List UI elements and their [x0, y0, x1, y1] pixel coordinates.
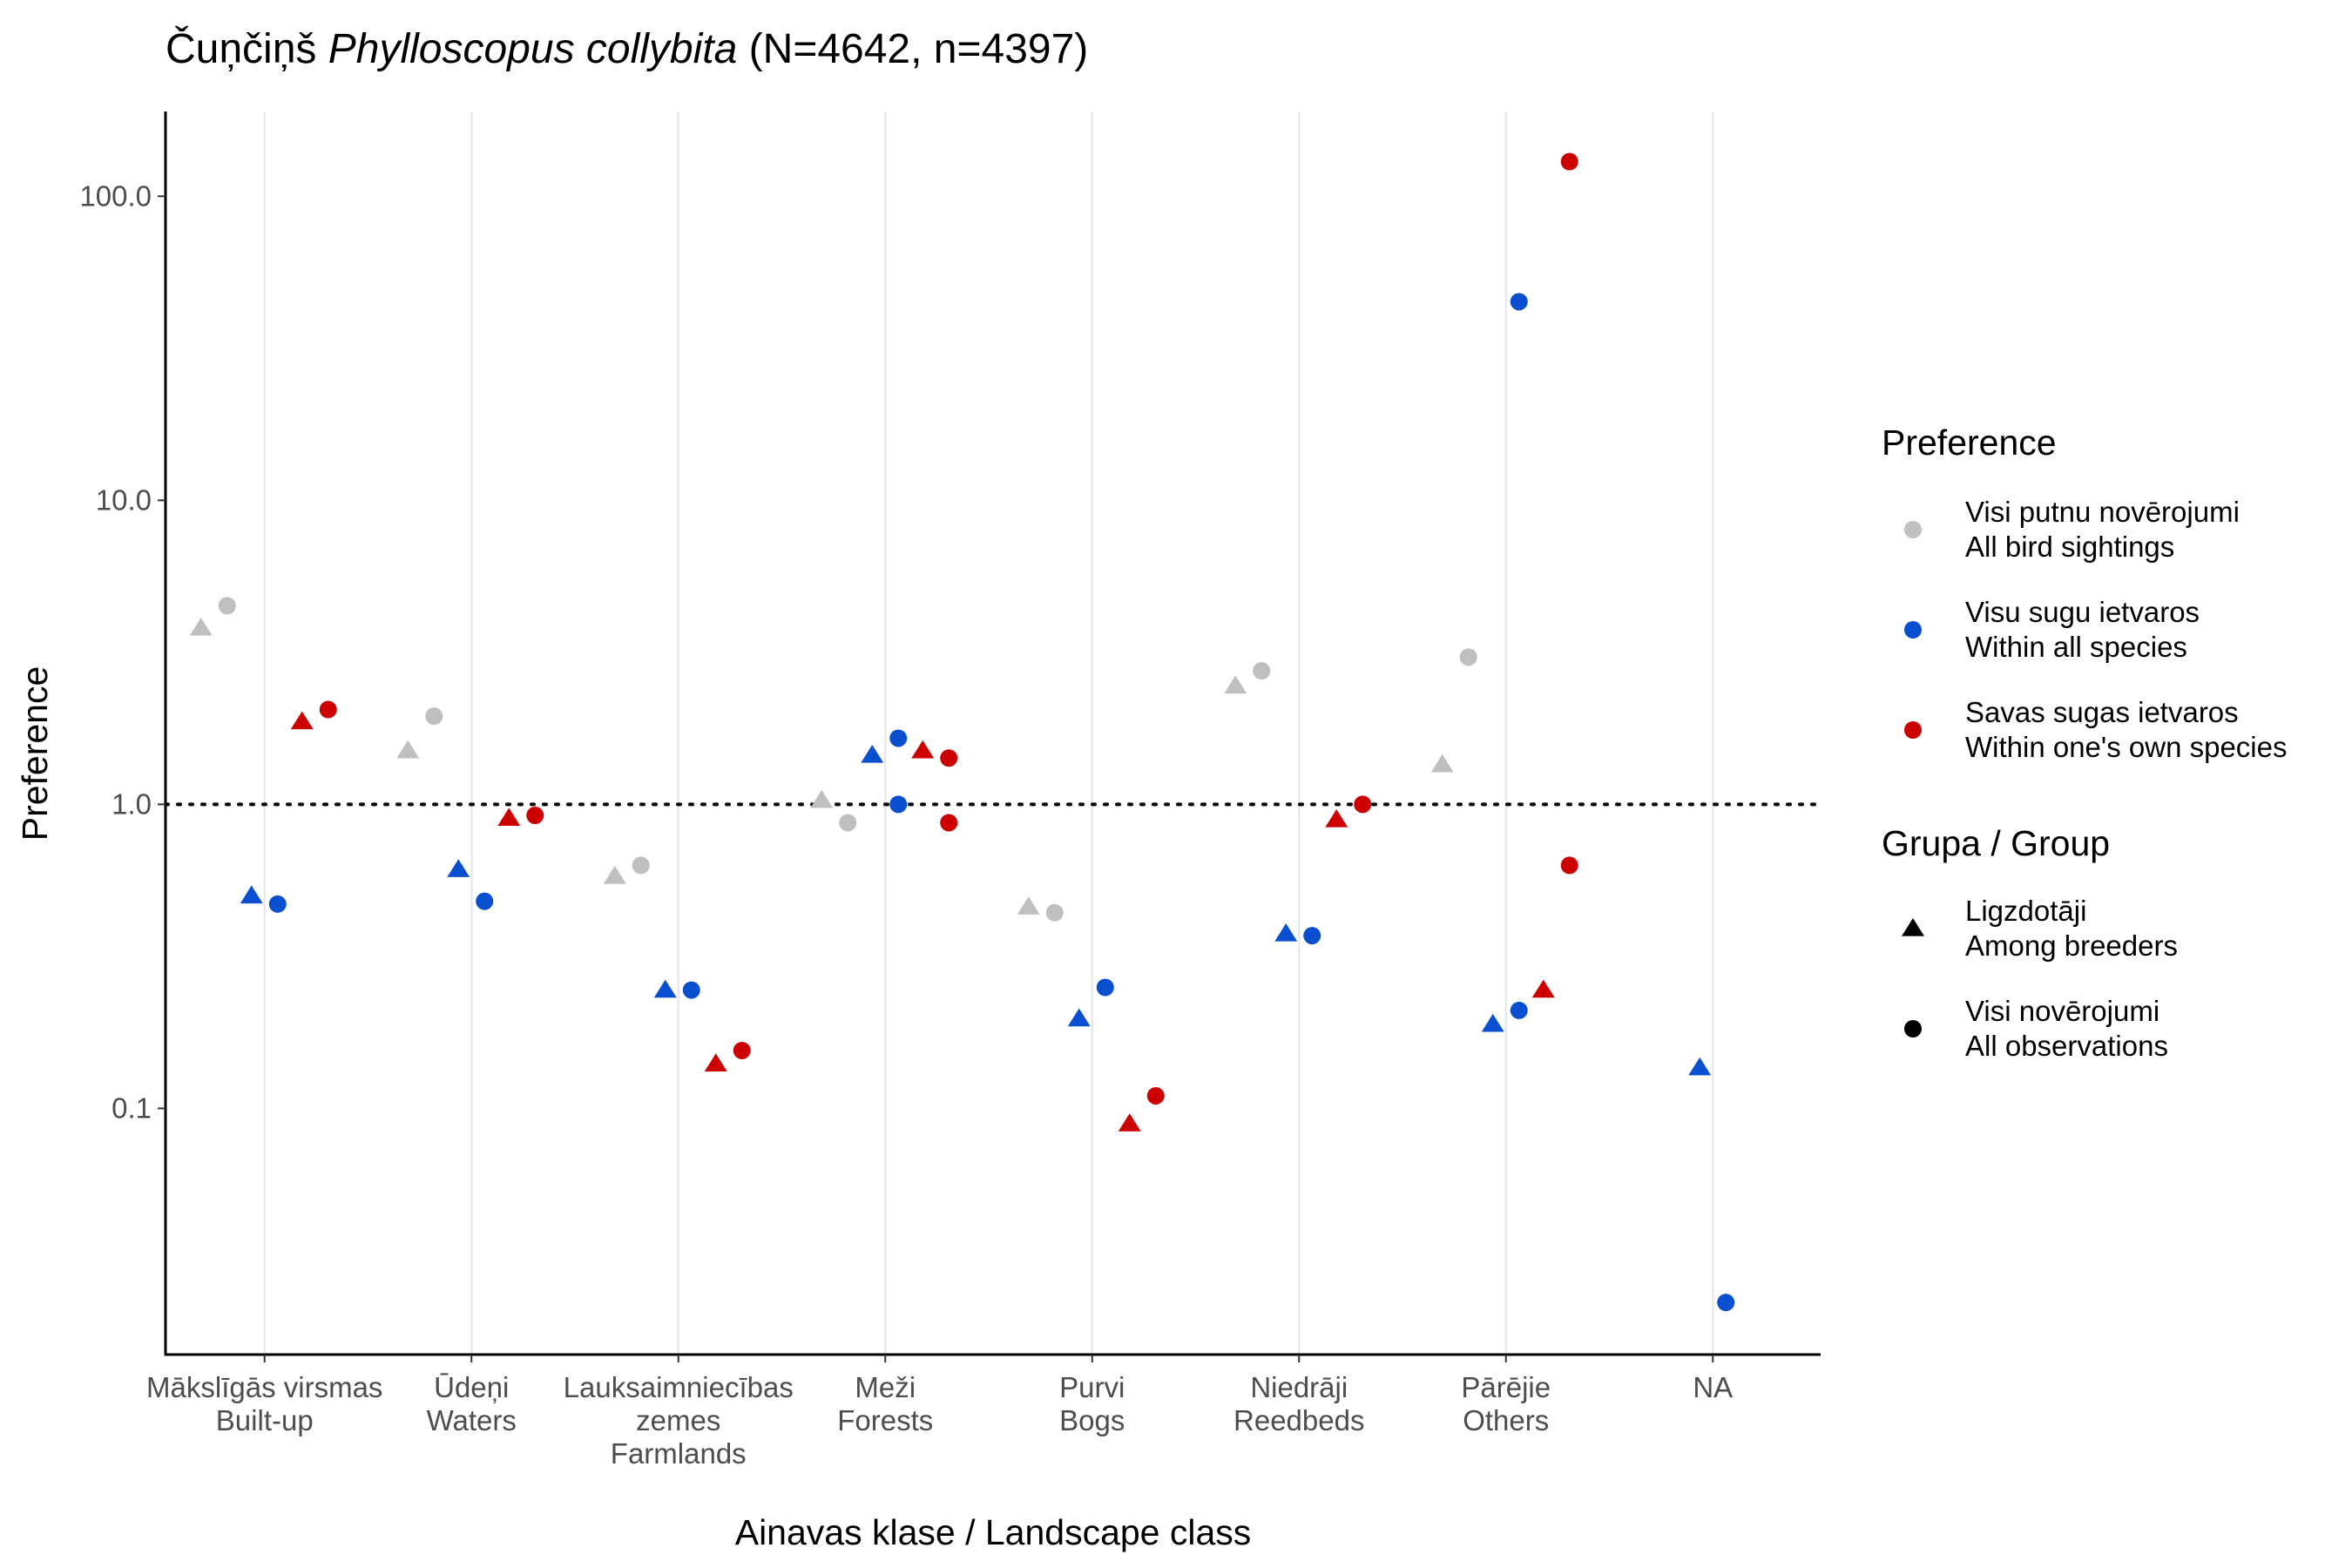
data-point-circle — [218, 597, 236, 615]
data-point-triangle — [396, 740, 420, 759]
legend-label: Visu sugu ietvaros Within all species — [1965, 596, 2200, 663]
legend-label: Savas sugas ietvaros Within one's own spe… — [1965, 696, 2287, 763]
data-point-circle — [839, 814, 857, 832]
y-tick-label: 0.1 — [112, 1092, 152, 1124]
data-point-circle — [425, 707, 443, 726]
data-point-triangle — [1325, 809, 1348, 828]
legend-label: Ligzdotāji Among breeders — [1965, 895, 2178, 962]
data-point-triangle — [603, 865, 626, 884]
x-tick-label: Lauksaimniecības zemes Farmlands — [564, 1371, 794, 1470]
data-point-circle — [940, 749, 958, 767]
data-point-triangle — [1017, 896, 1040, 915]
data-point-triangle — [704, 1053, 727, 1072]
y-axis-ticks: 0.1 1.0 10.0 100.0 — [79, 179, 166, 1124]
x-tick-label: Pārējie Others — [1461, 1371, 1551, 1436]
data-point-triangle — [189, 617, 213, 636]
y-axis-title: Preference — [15, 666, 55, 841]
grid — [263, 112, 1714, 1355]
data-point-triangle — [1688, 1057, 1712, 1076]
data-point-triangle — [497, 808, 521, 826]
data-point-circle — [1717, 1294, 1735, 1312]
data-point-triangle — [1118, 1113, 1141, 1132]
data-point-circle — [1459, 648, 1477, 666]
data-point-circle — [1510, 1001, 1528, 1019]
data-point-triangle — [240, 885, 263, 904]
y-tick-label: 100.0 — [79, 179, 152, 212]
legend-label: Visi novērojumi All observations — [1965, 995, 2168, 1062]
legend-title-preference: Preference — [1882, 422, 2057, 463]
y-tick-label: 10.0 — [96, 483, 152, 516]
data-point-circle — [1045, 903, 1064, 922]
data-point-triangle — [861, 745, 884, 763]
x-axis-title: Ainavas klase / Landscape class — [735, 1512, 1252, 1552]
data-point-triangle — [1531, 979, 1555, 998]
data-point-triangle — [810, 789, 834, 808]
chart-title: Čuņčiņš Phylloscopus collybita (N=4642, … — [166, 25, 1088, 72]
data-point-circle — [1560, 856, 1578, 875]
data-point-triangle — [1481, 1013, 1504, 1032]
data-points — [189, 152, 1735, 1312]
x-tick-label: Purvi Bogs — [1059, 1371, 1125, 1436]
legend-key-triangle — [1902, 918, 1924, 936]
data-point-circle — [1253, 662, 1271, 680]
legend: Preference Visi putnu novērojumi All bird … — [1882, 422, 2287, 1062]
data-point-circle — [940, 814, 958, 832]
x-tick-label: Ūdeņi Waters — [427, 1371, 517, 1436]
data-point-circle — [889, 795, 908, 814]
data-point-circle — [1510, 293, 1528, 311]
data-point-circle — [733, 1041, 751, 1059]
data-point-triangle — [911, 740, 935, 759]
legend-key-all_sightings — [1904, 521, 1922, 538]
data-point-triangle — [290, 711, 314, 730]
data-point-triangle — [1274, 923, 1298, 942]
legend-key-within_own_species — [1904, 721, 1922, 739]
legend-key-circle — [1904, 1020, 1922, 1037]
legend-label: Visi putnu novērojumi All bird sightings — [1965, 496, 2240, 563]
data-point-circle — [682, 981, 700, 999]
legend-title-group: Grupa / Group — [1882, 823, 2110, 863]
x-axis-ticks: Mākslīgās virsmas Built-up Ūdeņi Waters Lauk… — [146, 1355, 1733, 1470]
data-point-triangle — [1430, 754, 1454, 773]
x-tick-label: NA — [1693, 1371, 1733, 1403]
data-point-circle — [1096, 978, 1114, 997]
data-point-triangle — [1067, 1008, 1091, 1027]
y-tick-label: 1.0 — [112, 787, 152, 820]
data-point-triangle — [447, 859, 470, 877]
data-point-circle — [268, 895, 287, 913]
data-point-triangle — [1224, 675, 1247, 694]
data-point-circle — [1560, 152, 1578, 171]
data-point-circle — [319, 700, 337, 719]
legend-key-within_all_species — [1904, 621, 1922, 639]
data-point-triangle — [653, 979, 677, 998]
x-tick-label: Niedrāji Reedbeds — [1233, 1371, 1364, 1436]
data-point-circle — [1303, 927, 1321, 945]
data-point-circle — [526, 807, 544, 825]
data-point-circle — [1354, 795, 1372, 814]
x-tick-label: Mākslīgās virsmas Built-up — [146, 1371, 382, 1436]
data-point-circle — [1146, 1086, 1165, 1105]
data-point-circle — [632, 856, 650, 875]
data-point-circle — [476, 892, 494, 910]
data-point-circle — [889, 729, 908, 747]
x-tick-label: Meži Forests — [837, 1371, 933, 1436]
